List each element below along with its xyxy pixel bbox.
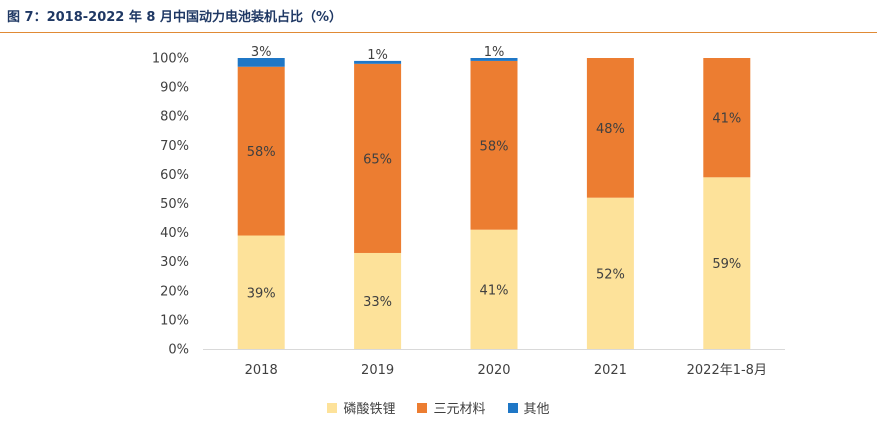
bar-segment-lfp	[354, 252, 402, 349]
y-tick-label: 0%	[168, 343, 189, 358]
data-label: 39%	[247, 286, 276, 301]
title-divider	[0, 32, 877, 33]
legend-label-ternary: 三元材料	[433, 402, 486, 417]
legend-item-ternary: 三元材料	[417, 398, 486, 417]
bar-segment-ternary	[237, 66, 285, 236]
stacked-bar-chart: 0% 10% 20% 30% 40% 50% 60% 70% 80% 90% 100% 39% 58% 3…	[152, 45, 785, 378]
data-label: 58%	[480, 139, 509, 154]
y-tick-label: 10%	[160, 313, 189, 328]
data-label: 41%	[480, 283, 509, 298]
y-tick-label: 50%	[160, 197, 189, 212]
x-tick-label: 2018	[245, 363, 278, 378]
chart-title: 图 7：2018-2022 年 8 月中国动力电池装机占比（%）	[7, 10, 342, 25]
bar-segment-lfp	[237, 235, 285, 349]
y-tick-label: 90%	[160, 81, 189, 96]
bar-segment-lfp	[703, 177, 751, 349]
y-tick-label: 100%	[152, 52, 189, 67]
legend-item-other: 其他	[507, 398, 550, 417]
data-label: 3%	[251, 45, 272, 60]
bar-segment-ternary	[354, 63, 402, 253]
data-label: 65%	[363, 152, 392, 167]
bar-segment-lfp	[586, 197, 634, 349]
legend-label-lfp: 磷酸铁锂	[343, 402, 396, 417]
chart-legend: 磷酸铁锂 三元材料 其他	[0, 398, 877, 417]
x-tick-label: 2019	[361, 363, 394, 378]
bar-segment-other	[470, 58, 518, 61]
legend-swatch-lfp	[327, 402, 338, 413]
data-label: 52%	[596, 267, 625, 282]
y-tick-label: 80%	[160, 110, 189, 125]
data-label: 58%	[247, 145, 276, 160]
y-tick-label: 60%	[160, 168, 189, 183]
data-label: 1%	[367, 48, 388, 63]
legend-item-lfp: 磷酸铁锂	[327, 398, 395, 417]
data-label: 33%	[363, 295, 392, 310]
data-label: 59%	[712, 257, 741, 272]
bar-segment-ternary	[586, 58, 634, 198]
data-label: 1%	[484, 45, 505, 60]
y-tick-label: 70%	[160, 139, 189, 154]
x-tick-label: 2022年1-8月	[687, 363, 767, 378]
bar-segment-lfp	[470, 229, 518, 349]
y-tick-label: 30%	[160, 255, 189, 270]
y-tick-label: 40%	[160, 226, 189, 241]
x-tick-label: 2021	[594, 363, 627, 378]
x-tick-label: 2020	[477, 363, 510, 378]
bar-segment-other	[237, 58, 285, 67]
legend-swatch-ternary	[417, 402, 428, 413]
bar-segment-ternary	[703, 58, 751, 178]
legend-swatch-other	[507, 402, 518, 413]
bar-segment-other	[354, 60, 402, 64]
data-label: 41%	[712, 112, 741, 127]
y-tick-label: 20%	[160, 284, 189, 299]
legend-label-other: 其他	[523, 402, 550, 417]
bar-segment-ternary	[470, 60, 518, 230]
data-label: 48%	[596, 122, 625, 137]
